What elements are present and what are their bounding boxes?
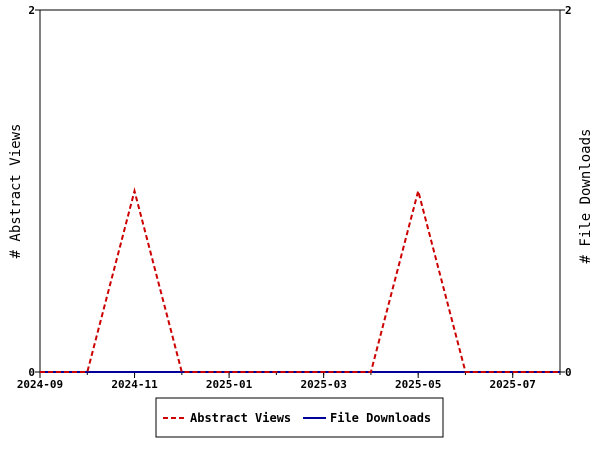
y-left-tick-label: 0 <box>28 366 35 379</box>
series-line-abstract-views <box>40 187 560 373</box>
y-axis-left-title: # Abstract Views <box>8 124 24 259</box>
legend-label-abstract-views: Abstract Views <box>190 411 291 425</box>
x-tick-label: 2024-11 <box>111 378 158 391</box>
y-right-tick-label: 0 <box>565 366 572 379</box>
x-tick-label: 2025-07 <box>490 378 536 391</box>
y-axis-right: 02 <box>560 4 572 379</box>
y-axis-right-title: # File Downloads <box>578 129 594 264</box>
x-tick-label: 2025-03 <box>300 378 346 391</box>
y-right-tick-label: 2 <box>565 4 572 17</box>
plot-area <box>39 9 561 373</box>
y-left-tick-label: 2 <box>28 4 35 17</box>
x-axis: 2024-09 2024-11 2025-01 2025-03 2025-05 2025-… <box>17 372 561 391</box>
plot-frame <box>39 9 561 373</box>
legend-label-file-downloads: File Downloads <box>330 411 431 425</box>
x-tick-label: 2025-01 <box>206 378 253 391</box>
x-tick-label: 2025-05 <box>395 378 441 391</box>
x-tick-label: 2024-09 <box>17 378 63 391</box>
legend-box <box>155 397 444 438</box>
series-layer <box>40 187 560 373</box>
y-axis-left: 02 <box>28 4 40 379</box>
legend: Abstract Views File Downloads <box>155 397 444 438</box>
